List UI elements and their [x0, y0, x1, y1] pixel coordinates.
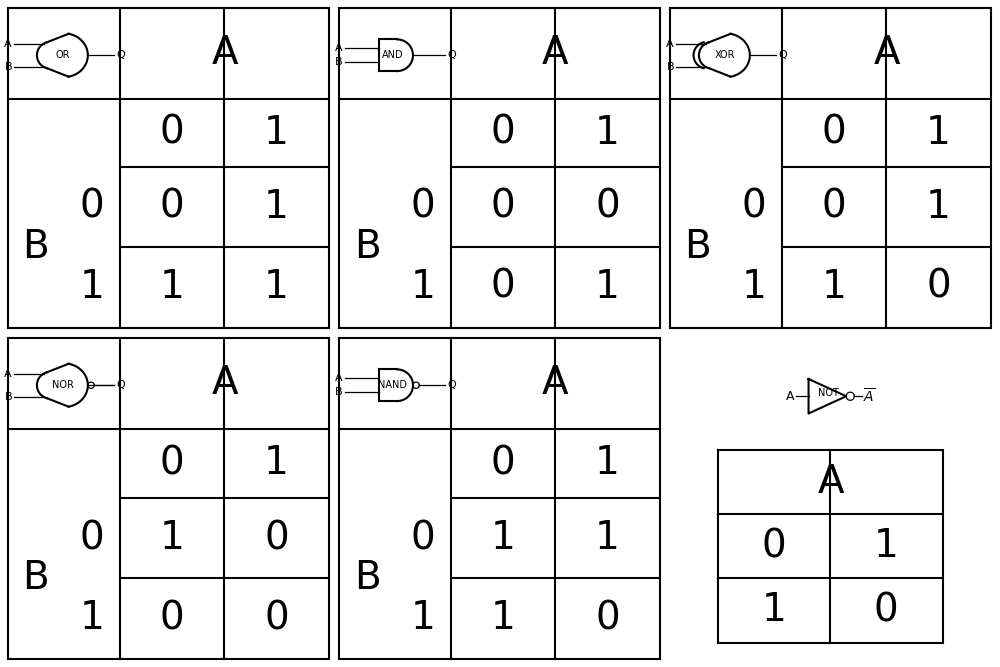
Bar — [339, 8, 660, 328]
Text: 1: 1 — [926, 188, 951, 226]
Text: 0: 0 — [491, 268, 515, 306]
Text: OR: OR — [55, 50, 70, 60]
Text: A: A — [786, 390, 794, 403]
Text: B: B — [666, 62, 674, 72]
Bar — [718, 450, 943, 643]
Text: NOT: NOT — [818, 388, 839, 398]
Text: $\overline{A}$: $\overline{A}$ — [863, 387, 876, 406]
Text: 0: 0 — [160, 188, 184, 226]
Text: B: B — [335, 388, 343, 398]
Text: 1: 1 — [595, 519, 620, 557]
Text: A: A — [542, 35, 569, 73]
Text: 0: 0 — [411, 188, 435, 226]
Text: 1: 1 — [160, 519, 184, 557]
Text: 1: 1 — [411, 268, 435, 306]
Text: NAND: NAND — [378, 380, 407, 390]
Text: AND: AND — [381, 50, 403, 60]
Text: 0: 0 — [160, 444, 184, 482]
Text: Q: Q — [447, 50, 456, 60]
Text: 1: 1 — [595, 444, 620, 482]
Text: 0: 0 — [742, 188, 766, 226]
Text: 0: 0 — [822, 188, 846, 226]
Text: NOR: NOR — [52, 380, 73, 390]
Text: A: A — [335, 373, 343, 383]
Text: B: B — [335, 57, 343, 67]
Text: 1: 1 — [595, 268, 620, 306]
Text: A: A — [211, 364, 238, 402]
Text: 1: 1 — [742, 268, 766, 306]
Text: 1: 1 — [874, 527, 898, 565]
Bar — [670, 8, 991, 328]
Text: B: B — [4, 392, 12, 402]
Text: A: A — [335, 43, 343, 53]
Text: 1: 1 — [264, 114, 289, 152]
Text: 0: 0 — [762, 527, 786, 565]
Text: 1: 1 — [264, 268, 289, 306]
Text: 0: 0 — [926, 268, 951, 306]
Bar — [8, 8, 329, 328]
Text: B: B — [4, 62, 12, 72]
Text: A: A — [542, 364, 569, 402]
Text: Q: Q — [778, 50, 787, 60]
Text: B: B — [685, 228, 711, 266]
Text: 1: 1 — [491, 519, 515, 557]
Text: 0: 0 — [160, 599, 184, 637]
Text: Q: Q — [116, 380, 125, 390]
Text: 1: 1 — [762, 591, 786, 629]
Text: Q: Q — [447, 380, 456, 390]
Text: A: A — [4, 39, 12, 49]
Text: 1: 1 — [80, 599, 104, 637]
Text: 1: 1 — [264, 444, 289, 482]
Text: A: A — [666, 39, 674, 49]
Text: 1: 1 — [264, 188, 289, 226]
Text: 1: 1 — [80, 268, 104, 306]
Text: 0: 0 — [491, 444, 515, 482]
Text: 0: 0 — [595, 599, 620, 637]
Text: A: A — [211, 35, 238, 73]
Text: B: B — [354, 559, 380, 597]
Text: 1: 1 — [160, 268, 184, 306]
Text: B: B — [354, 228, 380, 266]
Text: 0: 0 — [491, 114, 515, 152]
Text: 0: 0 — [595, 188, 620, 226]
Text: 0: 0 — [491, 188, 515, 226]
Text: 1: 1 — [822, 268, 846, 306]
Text: 0: 0 — [160, 114, 184, 152]
Text: B: B — [23, 228, 49, 266]
Text: 1: 1 — [595, 114, 620, 152]
Text: 1: 1 — [411, 599, 435, 637]
Bar — [339, 338, 660, 659]
Text: 0: 0 — [411, 519, 435, 557]
Text: 0: 0 — [874, 591, 898, 629]
Text: XOR: XOR — [714, 50, 735, 60]
Text: B: B — [23, 559, 49, 597]
Text: 1: 1 — [491, 599, 515, 637]
Text: Q: Q — [116, 50, 125, 60]
Text: A: A — [817, 463, 844, 501]
Bar — [8, 338, 329, 659]
Text: 0: 0 — [822, 114, 846, 152]
Text: 0: 0 — [264, 599, 289, 637]
Text: A: A — [873, 35, 900, 73]
Text: 0: 0 — [264, 519, 289, 557]
Text: 0: 0 — [80, 519, 104, 557]
Text: 1: 1 — [926, 114, 951, 152]
Text: 0: 0 — [80, 188, 104, 226]
Text: A: A — [4, 369, 12, 379]
